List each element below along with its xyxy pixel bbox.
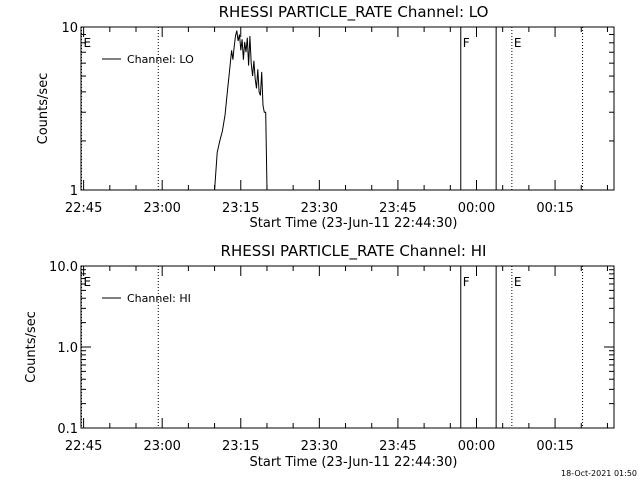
generated-timestamp: 18-Oct-2021 01:50 [561,469,637,478]
x-tick-label: 22:45 [65,439,102,454]
y-axis-label: Counts/sec [36,73,51,145]
x-tick-label: 23:00 [143,439,180,454]
legend-entry: Channel: HI [127,292,191,305]
x-axis-label: Start Time (23-Jun-11 22:44:30) [250,455,458,470]
plot-frame [80,26,615,191]
x-tick-label: 23:45 [379,439,416,454]
x-tick-label: 00:15 [536,201,573,216]
legend-entry: Channel: LO [127,53,194,66]
series-line [214,30,268,191]
x-tick-label: 22:45 [65,201,102,216]
legend: Channel: HI [102,292,191,305]
x-tick-label: 23:15 [222,439,259,454]
x-tick-label: 00:00 [458,439,495,454]
y-tick-label: 10 [61,21,78,36]
event-marker-label: F [463,275,470,289]
plot-frame [80,265,615,429]
y-axis-label: Counts/sec [24,311,39,383]
x-tick-label: 23:15 [222,201,259,216]
chart-panel-1: RHESSI PARTICLE_RATE Channel: LO 22:45 23:… [36,3,615,231]
event-marker-label: F [463,36,470,50]
legend: Channel: LO [102,53,194,66]
y-tick-label: 1.0 [57,341,78,356]
x-tick-label: 23:30 [301,201,338,216]
event-marker-label: E [514,275,522,289]
x-tick-label: 23:30 [301,439,338,454]
chart-panel-2: RHESSI PARTICLE_RATE Channel: HI 22:45 23:… [24,242,615,470]
chart-title: RHESSI PARTICLE_RATE Channel: HI [221,242,487,261]
x-tick-label: 00:15 [536,439,573,454]
y-tick-label: 0.1 [57,422,78,437]
event-marker-label: E [84,275,92,289]
x-tick-label: 23:45 [379,201,416,216]
x-tick-label: 00:00 [458,201,495,216]
event-marker-label: E [84,36,92,50]
x-tick-label: 23:00 [143,201,180,216]
y-tick-label: 10.0 [49,260,78,275]
chart-panels: RHESSI PARTICLE_RATE Channel: LO 22:45 23:… [24,3,615,470]
event-marker-label: E [514,36,522,50]
chart-title: RHESSI PARTICLE_RATE Channel: LO [219,3,489,22]
x-axis-label: Start Time (23-Jun-11 22:44:30) [250,216,458,231]
y-tick-label: 1 [70,184,78,199]
